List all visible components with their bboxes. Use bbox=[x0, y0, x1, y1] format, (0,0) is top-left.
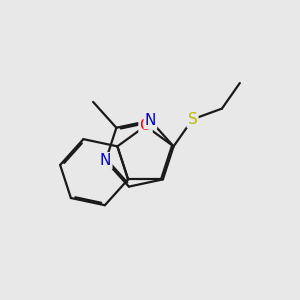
Text: N: N bbox=[145, 113, 156, 128]
Text: O: O bbox=[140, 118, 152, 134]
Text: N: N bbox=[100, 153, 111, 168]
Text: S: S bbox=[188, 112, 197, 127]
